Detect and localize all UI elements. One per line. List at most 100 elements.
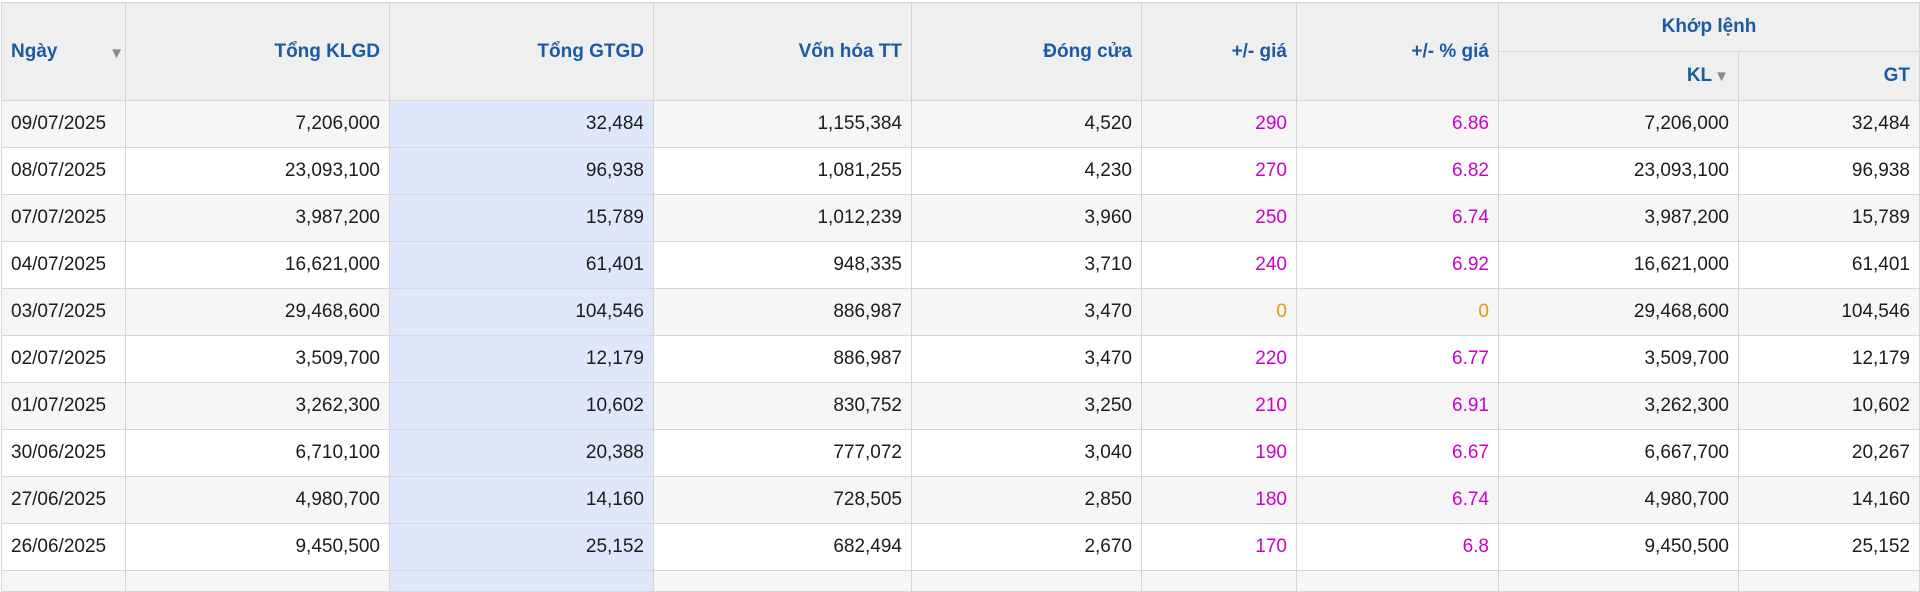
cell-total-value: 10,602	[389, 382, 654, 430]
cell-close: 3,470	[911, 288, 1142, 336]
cell-change: 170	[1141, 523, 1297, 571]
cell-matched-value: 14,160	[1738, 476, 1920, 524]
cell-matched-value: 96,938	[1738, 147, 1920, 195]
header-matched-group: Khớp lệnh	[1498, 2, 1920, 52]
sort-down-icon[interactable]: ▼	[1714, 68, 1729, 85]
cell-matched-volume: 29,468,600	[1498, 288, 1739, 336]
cell-close: 2,850	[911, 476, 1142, 524]
cell-date: 04/07/2025	[1, 241, 126, 289]
cell-change: 290	[1141, 100, 1297, 148]
cell-total-volume	[125, 570, 390, 592]
cell-change	[1141, 570, 1297, 592]
cell-matched-value: 61,401	[1738, 241, 1920, 289]
cell-total-value: 25,152	[389, 523, 654, 571]
cell-date: 01/07/2025	[1, 382, 126, 430]
cell-market-cap: 1,155,384	[653, 100, 912, 148]
cell-change-pct: 6.82	[1296, 147, 1499, 195]
cell-change-pct: 6.8	[1296, 523, 1499, 571]
table-row: 08/07/2025 23,093,100 96,938 1,081,255 4,230…	[1, 147, 1920, 195]
header-change-pct[interactable]: +/- % giá	[1296, 2, 1499, 101]
cell-total-volume: 7,206,000	[125, 100, 390, 148]
header-date[interactable]: Ngày ▼	[1, 2, 126, 101]
cell-market-cap: 1,081,255	[653, 147, 912, 195]
cell-matched-volume: 6,667,700	[1498, 429, 1739, 477]
header-close[interactable]: Đóng cửa	[911, 2, 1142, 101]
cell-matched-value: 32,484	[1738, 100, 1920, 148]
cell-change-pct	[1296, 570, 1499, 592]
cell-change: 270	[1141, 147, 1297, 195]
cell-close: 3,710	[911, 241, 1142, 289]
cell-market-cap	[653, 570, 912, 592]
cell-matched-value: 104,546	[1738, 288, 1920, 336]
cell-date: 02/07/2025	[1, 335, 126, 383]
cell-date: 26/06/2025	[1, 523, 126, 571]
cell-close: 4,520	[911, 100, 1142, 148]
header-market-cap[interactable]: Vốn hóa TT	[653, 2, 912, 101]
cell-total-value	[389, 570, 654, 592]
cell-market-cap: 830,752	[653, 382, 912, 430]
cell-market-cap: 886,987	[653, 288, 912, 336]
cell-total-volume: 3,262,300	[125, 382, 390, 430]
table-row: 01/07/2025 3,262,300 10,602 830,752 3,250 210…	[1, 382, 1920, 430]
cell-matched-value: 20,267	[1738, 429, 1920, 477]
cell-total-volume: 9,450,500	[125, 523, 390, 571]
table-row: 02/07/2025 3,509,700 12,179 886,987 3,470 220…	[1, 335, 1920, 383]
cell-total-value: 96,938	[389, 147, 654, 195]
header-matched-value[interactable]: GT	[1738, 51, 1920, 101]
cell-total-volume: 16,621,000	[125, 241, 390, 289]
cell-market-cap: 682,494	[653, 523, 912, 571]
cell-change-pct: 0	[1296, 288, 1499, 336]
table-row: 09/07/2025 7,206,000 32,484 1,155,384 4,520 2…	[1, 100, 1920, 148]
header-matched-volume[interactable]: KL ▼	[1498, 51, 1739, 101]
cell-total-value: 104,546	[389, 288, 654, 336]
table-row: 26/06/2025 9,450,500 25,152 682,494 2,670 170…	[1, 523, 1920, 571]
table-body: 09/07/2025 7,206,000 32,484 1,155,384 4,520 2…	[1, 100, 1920, 592]
cell-matched-volume: 16,621,000	[1498, 241, 1739, 289]
cell-change-pct: 6.74	[1296, 476, 1499, 524]
cell-matched-volume: 23,093,100	[1498, 147, 1739, 195]
cell-change-pct: 6.77	[1296, 335, 1499, 383]
cell-date: 09/07/2025	[1, 100, 126, 148]
cell-matched-value: 10,602	[1738, 382, 1920, 430]
cell-change-pct: 6.91	[1296, 382, 1499, 430]
header-change[interactable]: +/- giá	[1141, 2, 1297, 101]
cell-total-value: 32,484	[389, 100, 654, 148]
header-total-value[interactable]: Tổng GTGD	[389, 2, 654, 101]
cell-matched-value: 15,789	[1738, 194, 1920, 242]
cell-change-pct: 6.86	[1296, 100, 1499, 148]
cell-change-pct: 6.67	[1296, 429, 1499, 477]
header-total-volume[interactable]: Tổng KLGD	[125, 2, 390, 101]
table-row: 27/06/2025 4,980,700 14,160 728,505 2,850 180…	[1, 476, 1920, 524]
cell-matched-volume: 3,987,200	[1498, 194, 1739, 242]
cell-total-value: 61,401	[389, 241, 654, 289]
cell-date: 03/07/2025	[1, 288, 126, 336]
sort-down-icon[interactable]: ▼	[109, 45, 124, 62]
cell-total-volume: 23,093,100	[125, 147, 390, 195]
cell-change: 190	[1141, 429, 1297, 477]
cell-total-value: 15,789	[389, 194, 654, 242]
table-row: 07/07/2025 3,987,200 15,789 1,012,239 3,960 2…	[1, 194, 1920, 242]
table-row	[1, 570, 1920, 592]
table-row: 03/07/2025 29,468,600 104,546 886,987 3,470 0…	[1, 288, 1920, 336]
cell-close: 3,960	[911, 194, 1142, 242]
table-header: Ngày ▼ Tổng KLGD Tổng GTGD Vốn hóa TT Đón…	[1, 2, 1920, 101]
cell-market-cap: 728,505	[653, 476, 912, 524]
cell-total-value: 20,388	[389, 429, 654, 477]
cell-close: 3,040	[911, 429, 1142, 477]
table-row: 04/07/2025 16,621,000 61,401 948,335 3,710 24…	[1, 241, 1920, 289]
cell-change: 220	[1141, 335, 1297, 383]
cell-change: 180	[1141, 476, 1297, 524]
cell-change: 250	[1141, 194, 1297, 242]
cell-close: 3,470	[911, 335, 1142, 383]
cell-change-pct: 6.92	[1296, 241, 1499, 289]
cell-close: 2,670	[911, 523, 1142, 571]
cell-total-value: 14,160	[389, 476, 654, 524]
cell-close	[911, 570, 1142, 592]
cell-market-cap: 886,987	[653, 335, 912, 383]
cell-date: 07/07/2025	[1, 194, 126, 242]
cell-date: 30/06/2025	[1, 429, 126, 477]
cell-market-cap: 948,335	[653, 241, 912, 289]
cell-matched-value	[1738, 570, 1920, 592]
cell-matched-volume: 3,262,300	[1498, 382, 1739, 430]
cell-matched-volume: 9,450,500	[1498, 523, 1739, 571]
